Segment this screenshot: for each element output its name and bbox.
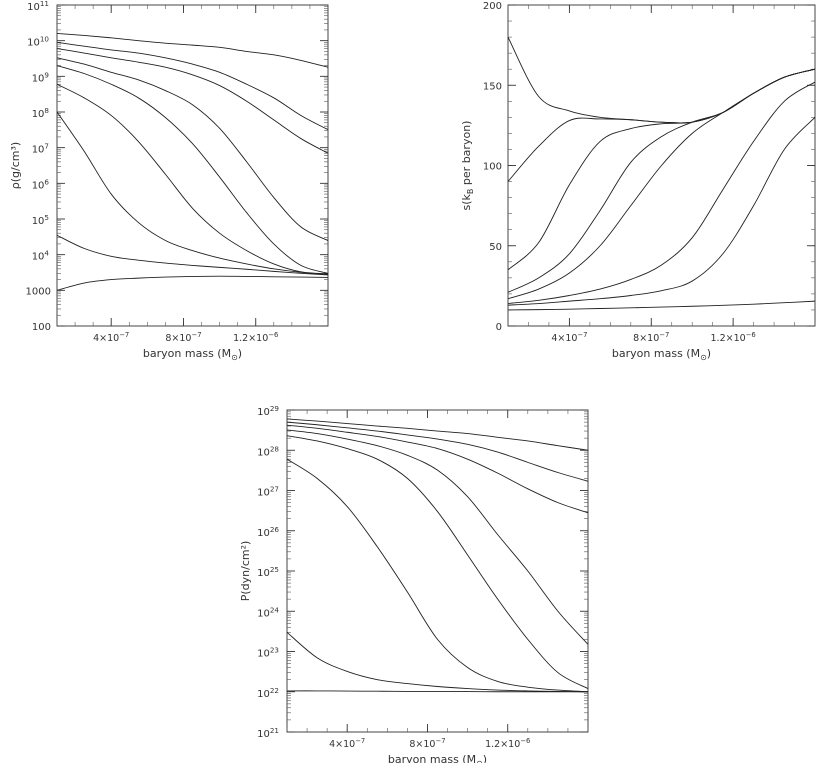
series-line-c5 [287,435,588,689]
x-tick-label: 1.2×10−6 [233,331,278,344]
x-tick-label: 8×10−7 [633,331,669,344]
y-tick-label: 1022 [257,686,279,700]
y-axis-label: P(dyn/cm²) [239,541,252,602]
y-tick-label: 104 [32,249,50,263]
x-axis-label: baryon mass (M⊙) [388,753,487,763]
series-line-c1 [57,32,328,68]
series-line-c1 [287,418,588,451]
y-tick-label: 109 [32,70,50,84]
x-axis-label: baryon mass (M⊙) [612,347,711,362]
y-tick-label: 50 [489,242,502,253]
y-tick-label: 108 [32,106,50,120]
series-line-c5 [508,68,815,300]
series-line-c2 [287,421,588,482]
plot-frame [286,409,589,733]
x-tick-label: 4×10−7 [329,737,365,750]
series-line-c6 [508,81,815,304]
x-tick-label: 1.2×10−6 [711,331,756,344]
x-tick-label: 8×10−7 [409,737,445,750]
series-line-c2 [508,68,815,182]
series-line-c3 [57,48,328,154]
y-tick-label: 1000 [26,286,51,297]
y-tick-label: 105 [32,213,49,227]
series-line-c8 [57,234,328,276]
x-tick-label: 8×10−7 [165,331,201,344]
x-tick-label: 4×10−7 [551,331,587,344]
series-line-c7 [287,631,588,693]
series-line-c6 [57,83,328,275]
series-line-c2 [57,41,328,131]
series-line-c8 [508,300,815,311]
x-axis-label: baryon mass (M⊙) [143,347,242,362]
series-line-c4 [57,57,328,241]
y-tick-label: 107 [32,142,49,156]
y-tick-label: 1028 [257,444,279,458]
y-tick-label: 150 [483,81,502,92]
chart-density: 100 1000 104 105 106 107 108 109 1010 1011 4×10−7 8… [9,0,329,362]
y-tick-label: 1011 [27,0,49,13]
series-line-c7 [57,111,328,275]
series-line-c4 [287,429,588,645]
y-tick-label: 1029 [257,404,279,418]
y-axis-label: s(kB per baryon) [460,121,475,211]
y-tick-label: 200 [483,1,502,12]
y-tick-label: 1010 [27,35,49,49]
y-tick-label: 1023 [257,646,279,660]
y-tick-label: 100 [483,162,502,173]
y-tick-label: 1027 [257,485,279,499]
series-line-c9 [57,275,328,291]
series-line-c8 [287,690,588,693]
x-tick-label: 4×10−7 [93,331,129,344]
y-tick-label: 1021 [257,726,279,740]
y-axis-label: ρ(g/cm³) [9,142,22,189]
y-tick-label: 0 [496,322,502,333]
y-tick-label: 1026 [257,525,279,539]
series-line-c7 [508,117,815,306]
y-tick-label: 106 [32,177,50,191]
x-tick-label: 1.2×10−6 [485,737,530,750]
series-line-c1 [508,36,815,124]
y-tick-label: 1025 [257,565,279,579]
chart-pressure: 1021 1022 1023 1024 1025 1026 1027 1028 1029 4×10… [239,404,589,763]
series-line-c3 [287,424,588,514]
plot-frame [56,4,329,327]
y-tick-label: 100 [32,322,51,333]
series-line-c3 [508,68,815,271]
series-line-c4 [508,68,815,293]
series-line-c5 [57,65,328,274]
series-line-c6 [287,458,588,693]
y-tick-label: 1024 [257,605,279,619]
